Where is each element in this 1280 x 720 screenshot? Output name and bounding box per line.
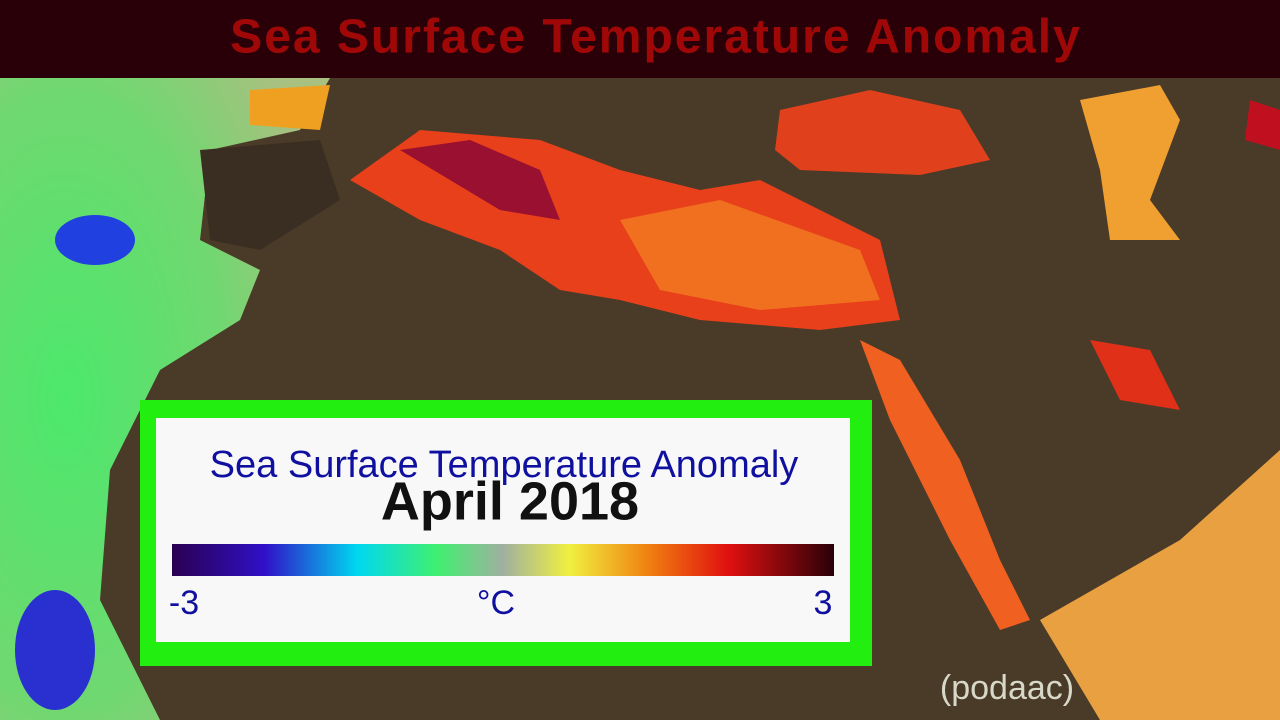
legend-date: April 2018 (381, 471, 639, 531)
colorbar-min: -3 (169, 584, 199, 622)
cold-patch (15, 590, 95, 710)
bay-biscay (250, 85, 330, 130)
arabian-sea (1040, 450, 1280, 720)
legend-title: Sea Surface Temperature Anomaly (210, 444, 799, 486)
colorbar-unit: °C (477, 584, 515, 622)
iberia (200, 140, 340, 250)
credit: (podaac) (940, 669, 1074, 707)
black-sea (775, 90, 990, 175)
colorbar-max: 3 (814, 584, 833, 622)
title: Sea Surface Temperature Anomaly (230, 11, 1082, 64)
title-bar (0, 0, 1280, 78)
red-sea (860, 340, 1030, 630)
persian-gulf (1090, 340, 1180, 410)
warm-core (400, 140, 560, 220)
east-med (620, 200, 880, 310)
legend-panel (156, 418, 850, 642)
warm-patch (1245, 100, 1280, 150)
cold-patch (55, 215, 135, 265)
caspian (1080, 85, 1180, 240)
colorbar (172, 544, 834, 576)
